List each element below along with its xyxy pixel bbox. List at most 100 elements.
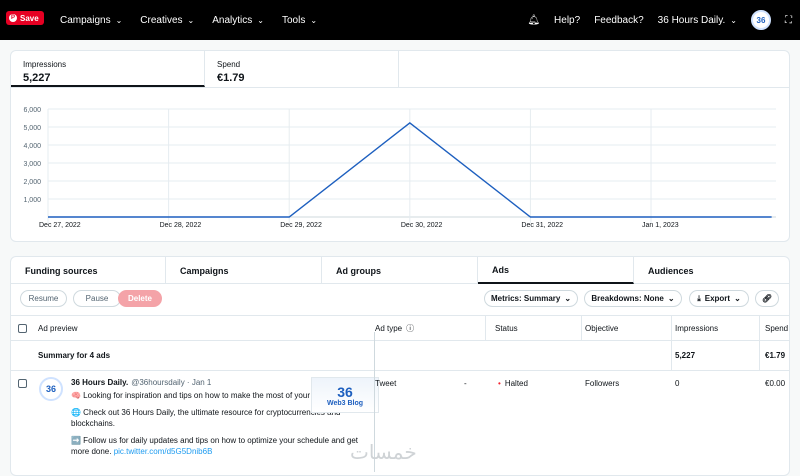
x-tick-label: Dec 31, 2022 xyxy=(521,222,563,229)
link-icon: 🔗︎ xyxy=(761,294,773,303)
header-ad-preview[interactable]: Ad preview xyxy=(38,323,78,333)
tab-campaigns[interactable]: Campaigns xyxy=(166,257,322,284)
account-nav: 🔔︎ Help? Feedback? 36 Hours Daily. ⌄ 36 ⛶ xyxy=(527,0,792,40)
tweet-media-thumbnail[interactable]: 36 Web3 Blog xyxy=(311,377,379,413)
nav-label: Creatives xyxy=(140,14,183,26)
tweet-line: ➡️ Follow us for daily updates and tips … xyxy=(71,435,369,457)
bell-icon[interactable]: 🔔︎ xyxy=(527,14,541,26)
thumbnail-logo: 36 xyxy=(337,383,353,400)
column-divider xyxy=(485,316,486,340)
metric-value: €1.79 xyxy=(217,72,245,84)
tab-funding-sources[interactable]: Funding sources xyxy=(11,257,166,284)
ad-type-cell: Tweet xyxy=(375,379,397,388)
status-dot-icon: • xyxy=(498,379,501,388)
column-divider xyxy=(671,341,672,370)
impressions-cell: 0 xyxy=(675,379,680,388)
impressions-chart: 6,000 5,000 4,000 3,000 2,000 1,000 Dec 27, 20… xyxy=(23,107,776,229)
summary-label: Summary for 4 ads xyxy=(38,351,111,360)
y-tick-label: 4,000 xyxy=(23,143,41,150)
column-divider xyxy=(581,316,582,340)
header-objective[interactable]: Objective xyxy=(585,323,619,333)
metric-tabs: Impressions 5,227 Spend €1.79 xyxy=(11,51,789,88)
chevron-down-icon: ⌄ xyxy=(667,294,675,303)
account-switcher[interactable]: 36 Hours Daily. ⌄ xyxy=(658,15,737,26)
nav-tools[interactable]: Tools ⌄ xyxy=(282,15,317,26)
info-icon[interactable]: ⓘ xyxy=(406,323,415,333)
tweet-line: 🧠 Looking for inspiration and tips on ho… xyxy=(71,391,364,400)
feedback-link[interactable]: Feedback? xyxy=(594,14,644,26)
export-button[interactable]: ⤓ Export ⌄ xyxy=(689,290,749,307)
summary-row: Summary for 4 ads 5,227 €1.79 xyxy=(11,341,789,371)
tweet-text: ➡️ Follow us for daily updates and tips … xyxy=(71,436,359,456)
tweet-handle: @36hoursdaily · Jan 1 xyxy=(131,378,212,387)
chevron-down-icon: ⌄ xyxy=(187,15,195,25)
tab-audiences[interactable]: Audiences xyxy=(648,265,694,276)
avatar[interactable]: 36 xyxy=(751,10,771,30)
y-tick-label: 3,000 xyxy=(23,161,41,168)
top-navigation-bar: P Save s Campaigns⌄ Creatives⌄ Analytics… xyxy=(0,0,800,40)
select-all-checkbox[interactable] xyxy=(18,316,27,340)
tab-ads[interactable]: Ads xyxy=(478,257,634,284)
nav-creatives[interactable]: Creatives ⌄ xyxy=(140,15,194,26)
metric-label: Spend xyxy=(217,60,241,69)
pause-button[interactable]: Pause xyxy=(73,290,121,307)
nav-label: Analytics xyxy=(212,14,253,26)
checkbox[interactable] xyxy=(18,323,27,333)
impressions-series-line xyxy=(48,122,772,218)
spend-cell: €0.00 xyxy=(765,379,786,388)
tweet-header: 36 Hours Daily. @36hoursdaily · Jan 1 xyxy=(71,377,369,388)
metric-tab-spend[interactable]: Spend €1.79 xyxy=(205,51,399,87)
column-divider xyxy=(759,316,760,340)
status-badge: Halted xyxy=(504,379,528,388)
chevron-down-icon: ⌄ xyxy=(310,15,318,25)
column-divider xyxy=(759,341,760,370)
pinterest-save-button[interactable]: P Save xyxy=(6,11,44,25)
metric-tab-impressions[interactable]: Impressions 5,227 xyxy=(11,51,205,87)
dash-cell: - xyxy=(464,379,467,388)
y-tick-label: 5,000 xyxy=(23,125,41,132)
breakdowns-dropdown[interactable]: Breakdowns: None ⌄ xyxy=(584,290,682,307)
nav-campaigns[interactable]: Campaigns ⌄ xyxy=(60,15,122,26)
tweet-avatar: 36 xyxy=(39,377,63,401)
summary-spend: €1.79 xyxy=(765,351,786,360)
scan-icon[interactable]: ⛶ xyxy=(785,14,792,26)
header-spend[interactable]: Spend xyxy=(765,323,789,333)
entity-tabs: Funding sources Campaigns Ad groups Ads … xyxy=(11,257,789,284)
x-tick-label: Dec 30, 2022 xyxy=(401,222,443,229)
breakdowns-dropdown-label: Breakdowns: None xyxy=(591,294,664,303)
metrics-dropdown[interactable]: Metrics: Summary ⌄ xyxy=(484,290,578,307)
header-impressions[interactable]: Impressions xyxy=(675,323,719,333)
account-name: 36 Hours Daily. xyxy=(657,14,726,26)
table-toolbar: Resume Pause Delete Metrics: Summary ⌄ Br… xyxy=(11,284,789,316)
header-ad-type[interactable]: Ad type ⓘ xyxy=(375,316,414,340)
nav-label: Campaigns xyxy=(60,14,111,26)
checkbox[interactable] xyxy=(18,379,27,388)
link-button[interactable]: 🔗︎ xyxy=(755,290,779,307)
nav-analytics[interactable]: Analytics ⌄ xyxy=(212,15,264,26)
tweet-line: 🌐 Check out 36 Hours Daily, the ultimate… xyxy=(71,408,341,428)
delete-button[interactable]: Delete xyxy=(118,290,162,307)
resume-button[interactable]: Resume xyxy=(20,290,67,307)
table-row[interactable]: 36 36 Hours Daily. @36hoursdaily · Jan 1 … xyxy=(11,371,789,471)
thumbnail-caption: Web3 Blog xyxy=(326,399,364,407)
ads-table: Ad preview Ad type ⓘ Status Objective Imp… xyxy=(11,316,789,471)
chevron-down-icon: ⌄ xyxy=(257,15,264,25)
header-status[interactable]: Status xyxy=(495,323,518,333)
pinterest-icon: P xyxy=(9,14,17,22)
tab-ad-groups[interactable]: Ad groups xyxy=(322,257,478,284)
column-divider xyxy=(671,316,672,340)
metric-label: Impressions xyxy=(23,60,67,69)
row-checkbox[interactable] xyxy=(18,371,27,471)
metrics-dropdown-label: Metrics: Summary xyxy=(490,294,561,303)
header-label: Ad type xyxy=(375,323,403,333)
help-link[interactable]: Help? xyxy=(554,14,581,26)
tweet-media-link[interactable]: pic.twitter.com/d5G5Dnib6B xyxy=(113,447,213,456)
status-cell: • Halted xyxy=(498,371,528,471)
tweet-preview[interactable]: 36 36 Hours Daily. @36hoursdaily · Jan 1 … xyxy=(39,377,369,457)
metric-value: 5,227 xyxy=(23,72,51,84)
summary-impressions: 5,227 xyxy=(675,351,696,360)
save-label: Save xyxy=(20,13,39,23)
x-tick-label: Dec 28, 2022 xyxy=(160,222,202,229)
column-resize-handle[interactable] xyxy=(374,332,375,472)
x-tick-label: Dec 27, 2022 xyxy=(39,222,81,229)
